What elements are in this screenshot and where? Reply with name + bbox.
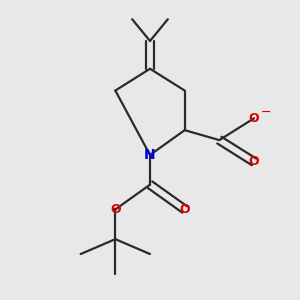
Text: O: O	[110, 203, 121, 216]
Text: O: O	[249, 112, 259, 125]
Text: O: O	[249, 155, 259, 168]
Text: O: O	[179, 203, 190, 216]
Text: −: −	[261, 106, 271, 119]
Text: N: N	[144, 148, 156, 162]
